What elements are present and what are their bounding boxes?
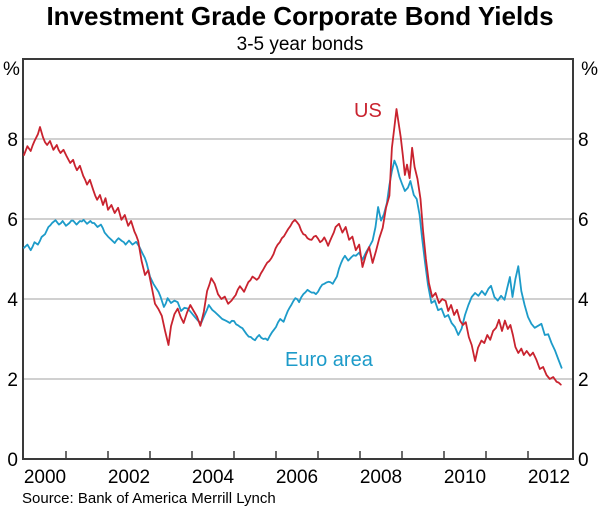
svg-text:2010: 2010 xyxy=(444,467,486,488)
series-line-us xyxy=(23,108,562,386)
svg-text:2004: 2004 xyxy=(192,467,235,488)
svg-text:6: 6 xyxy=(578,210,589,231)
source-note: Source: Bank of America Merrill Lynch xyxy=(22,490,276,507)
svg-text:4: 4 xyxy=(7,290,18,311)
chart-subtitle: 3-5 year bonds xyxy=(236,34,364,55)
y-axis-unit-right: % xyxy=(581,59,598,80)
series-label-us: US xyxy=(354,100,382,122)
svg-text:6: 6 xyxy=(7,210,18,231)
x-axis-labels: 2000 2002 2004 2006 2008 2010 2012 xyxy=(24,467,570,488)
series-line-euro-area xyxy=(23,159,563,369)
plot-frame xyxy=(22,58,574,460)
svg-text:2: 2 xyxy=(578,370,589,391)
chart-title: Investment Grade Corporate Bond Yields xyxy=(46,1,554,31)
svg-text:8: 8 xyxy=(578,130,589,151)
gridlines xyxy=(24,138,572,380)
svg-text:2012: 2012 xyxy=(528,467,570,488)
x-axis-ticks xyxy=(65,451,529,458)
svg-text:4: 4 xyxy=(578,290,589,311)
svg-text:2: 2 xyxy=(7,370,18,391)
svg-text:8: 8 xyxy=(7,130,18,151)
svg-text:2000: 2000 xyxy=(24,467,66,488)
svg-text:0: 0 xyxy=(7,450,18,471)
svg-text:2008: 2008 xyxy=(360,467,402,488)
svg-text:2002: 2002 xyxy=(108,467,150,488)
svg-text:0: 0 xyxy=(578,450,589,471)
y-axis-unit-left: % xyxy=(3,59,20,80)
y-axis-labels: 0 0 2 2 4 4 6 6 8 8 xyxy=(7,130,589,471)
svg-text:2006: 2006 xyxy=(276,467,318,488)
series-label-euro: Euro area xyxy=(285,349,373,371)
